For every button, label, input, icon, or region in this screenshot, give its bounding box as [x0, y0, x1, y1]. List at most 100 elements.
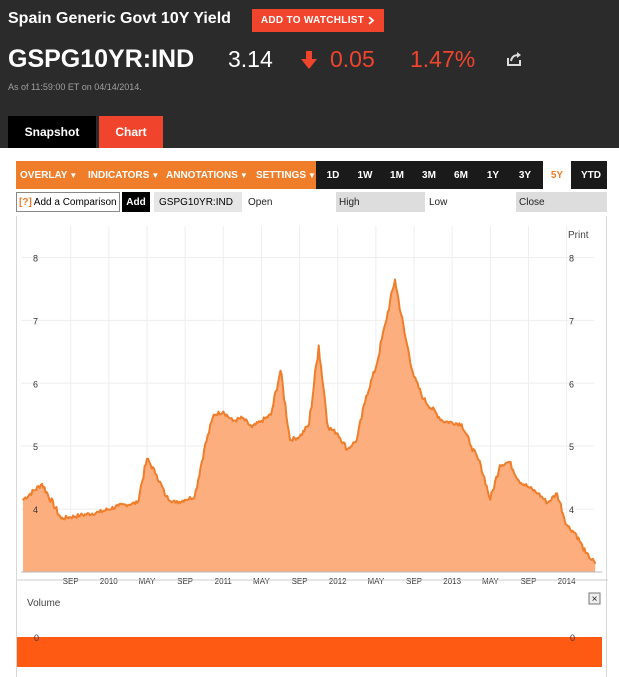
high-value: High: [336, 192, 425, 212]
triangle-down-icon: ▼: [151, 170, 160, 180]
range-1y-button[interactable]: 1Y: [486, 169, 500, 181]
data-point: [375, 366, 377, 369]
indicators-menu[interactable]: INDICATORS ▼: [84, 161, 162, 189]
data-point: [565, 524, 568, 526]
data-point: [508, 461, 511, 463]
add-comparison-button[interactable]: Add: [122, 192, 150, 212]
y-tick-label-right: 5: [569, 442, 574, 452]
triangle-down-icon: ▼: [69, 170, 78, 180]
y-tick-label-right: 7: [569, 316, 574, 326]
settings-menu-label: SETTINGS: [256, 169, 307, 181]
y-axis: 4 4 5 5 6 6 7 7 8 8: [33, 253, 574, 515]
x-tick-label: 2012: [329, 577, 347, 586]
data-point: [422, 398, 425, 400]
annotations-menu-label: ANNOTATIONS: [166, 169, 238, 181]
data-point: [251, 426, 253, 429]
data-point: [184, 498, 186, 501]
data-point: [556, 492, 558, 495]
price-change-percent: 1.47%: [410, 46, 476, 72]
data-point: [499, 464, 501, 466]
series-area: [21, 278, 602, 573]
data-point: [136, 502, 139, 504]
print-link[interactable]: Print: [568, 230, 589, 241]
y-tick-label-left: 7: [33, 316, 38, 326]
down-arrow-icon: [301, 51, 317, 69]
annotations-menu[interactable]: ANNOTATIONS ▼: [162, 161, 252, 189]
low-value: Low: [429, 196, 448, 208]
volume-bar: [17, 637, 602, 667]
close-value: Close: [516, 192, 607, 212]
data-point: [546, 502, 549, 504]
volume-tick-left: 0: [34, 633, 39, 643]
range-6m-button[interactable]: 6M: [454, 169, 468, 181]
chart-toolbar: OVERLAY ▼ INDICATORS ▼ ANNOTATIONS ▼ SETTIN…: [16, 161, 607, 189]
data-point: [480, 464, 482, 466]
close-icon[interactable]: ×: [592, 594, 598, 605]
data-point: [317, 344, 320, 347]
x-tick-label: SEP: [520, 577, 536, 586]
data-point: [365, 395, 368, 397]
y-tick-label-right: 4: [569, 505, 574, 515]
add-to-watchlist-button[interactable]: ADD TO WATCHLIST: [252, 9, 384, 32]
volume-close-box[interactable]: [588, 592, 601, 605]
comparison-input[interactable]: [?] Add a Comparison: [16, 192, 120, 212]
comparison-row: [?] Add a Comparison Add GSPG10YR:IND Op…: [16, 192, 607, 214]
range-3m-button[interactable]: 3M: [422, 169, 436, 181]
data-point: [222, 410, 225, 413]
x-tick-label: SEP: [406, 577, 422, 586]
watchlist-label: ADD TO WATCHLIST: [260, 15, 365, 26]
range-1d-button[interactable]: 1D: [326, 169, 340, 181]
tab-snapshot[interactable]: Snapshot: [8, 116, 96, 148]
range-1w-button[interactable]: 1W: [357, 169, 373, 181]
triangle-down-icon: ▼: [308, 170, 316, 180]
settings-menu[interactable]: SETTINGS ▼: [252, 161, 316, 189]
data-point: [394, 278, 396, 281]
data-point: [174, 502, 177, 504]
data-point: [489, 498, 492, 501]
data-point: [413, 376, 415, 378]
data-point: [527, 486, 530, 488]
range-ytd-button[interactable]: YTD: [581, 169, 601, 181]
tab-chart[interactable]: Chart: [99, 116, 163, 148]
x-axis: SEP 2010 MAY SEP 2011 MAY SEP 2012 MAY SEP 2013 MAY…: [63, 577, 576, 586]
range-1m-button[interactable]: 1M: [390, 169, 404, 181]
data-point: [537, 492, 539, 495]
data-point: [308, 423, 310, 425]
range-5y-button[interactable]: 5Y: [543, 161, 571, 189]
range-3y-button[interactable]: 3Y: [518, 169, 532, 181]
x-tick-label: 2013: [443, 577, 461, 586]
y-tick-label-left: 8: [33, 253, 38, 263]
x-tick-label: SEP: [63, 577, 79, 586]
data-point: [336, 432, 339, 435]
symbol-cell: GSPG10YR:IND: [154, 192, 242, 212]
as-of-timestamp: As of 11:59:00 ET on 04/14/2014.: [8, 82, 142, 92]
indicators-menu-label: INDICATORS: [88, 169, 150, 181]
x-tick-label: MAY: [368, 577, 385, 586]
data-point: [155, 473, 158, 476]
x-tick-label: SEP: [292, 577, 308, 586]
data-point: [441, 420, 444, 422]
chevron-right-icon: [368, 16, 375, 25]
data-point: [117, 505, 120, 507]
data-point: [60, 517, 62, 520]
data-point: [22, 498, 24, 501]
data-point: [212, 413, 215, 416]
x-tick-label: 2014: [558, 577, 576, 586]
overlay-menu[interactable]: OVERLAY ▼: [16, 161, 84, 189]
data-point: [584, 552, 587, 554]
data-point: [327, 426, 330, 429]
y-tick-label-left: 5: [33, 442, 38, 452]
x-tick-label: SEP: [177, 577, 193, 586]
data-point: [98, 511, 101, 513]
triangle-down-icon: ▼: [239, 170, 248, 180]
data-point: [289, 439, 291, 441]
data-point: [518, 480, 520, 482]
data-point: [346, 448, 349, 451]
data-point: [384, 322, 387, 325]
x-tick-label: 2010: [100, 577, 118, 586]
share-icon[interactable]: [506, 50, 524, 68]
volume-tick-right: 0: [570, 633, 575, 643]
help-icon[interactable]: [?]: [19, 196, 32, 208]
data-point: [270, 413, 272, 416]
chart-area: 4 4 5 5 6 6 7 7 8 8 SEP 2010 MAY SEP 2011 MAY SEP 2012 MA…: [16, 216, 608, 677]
